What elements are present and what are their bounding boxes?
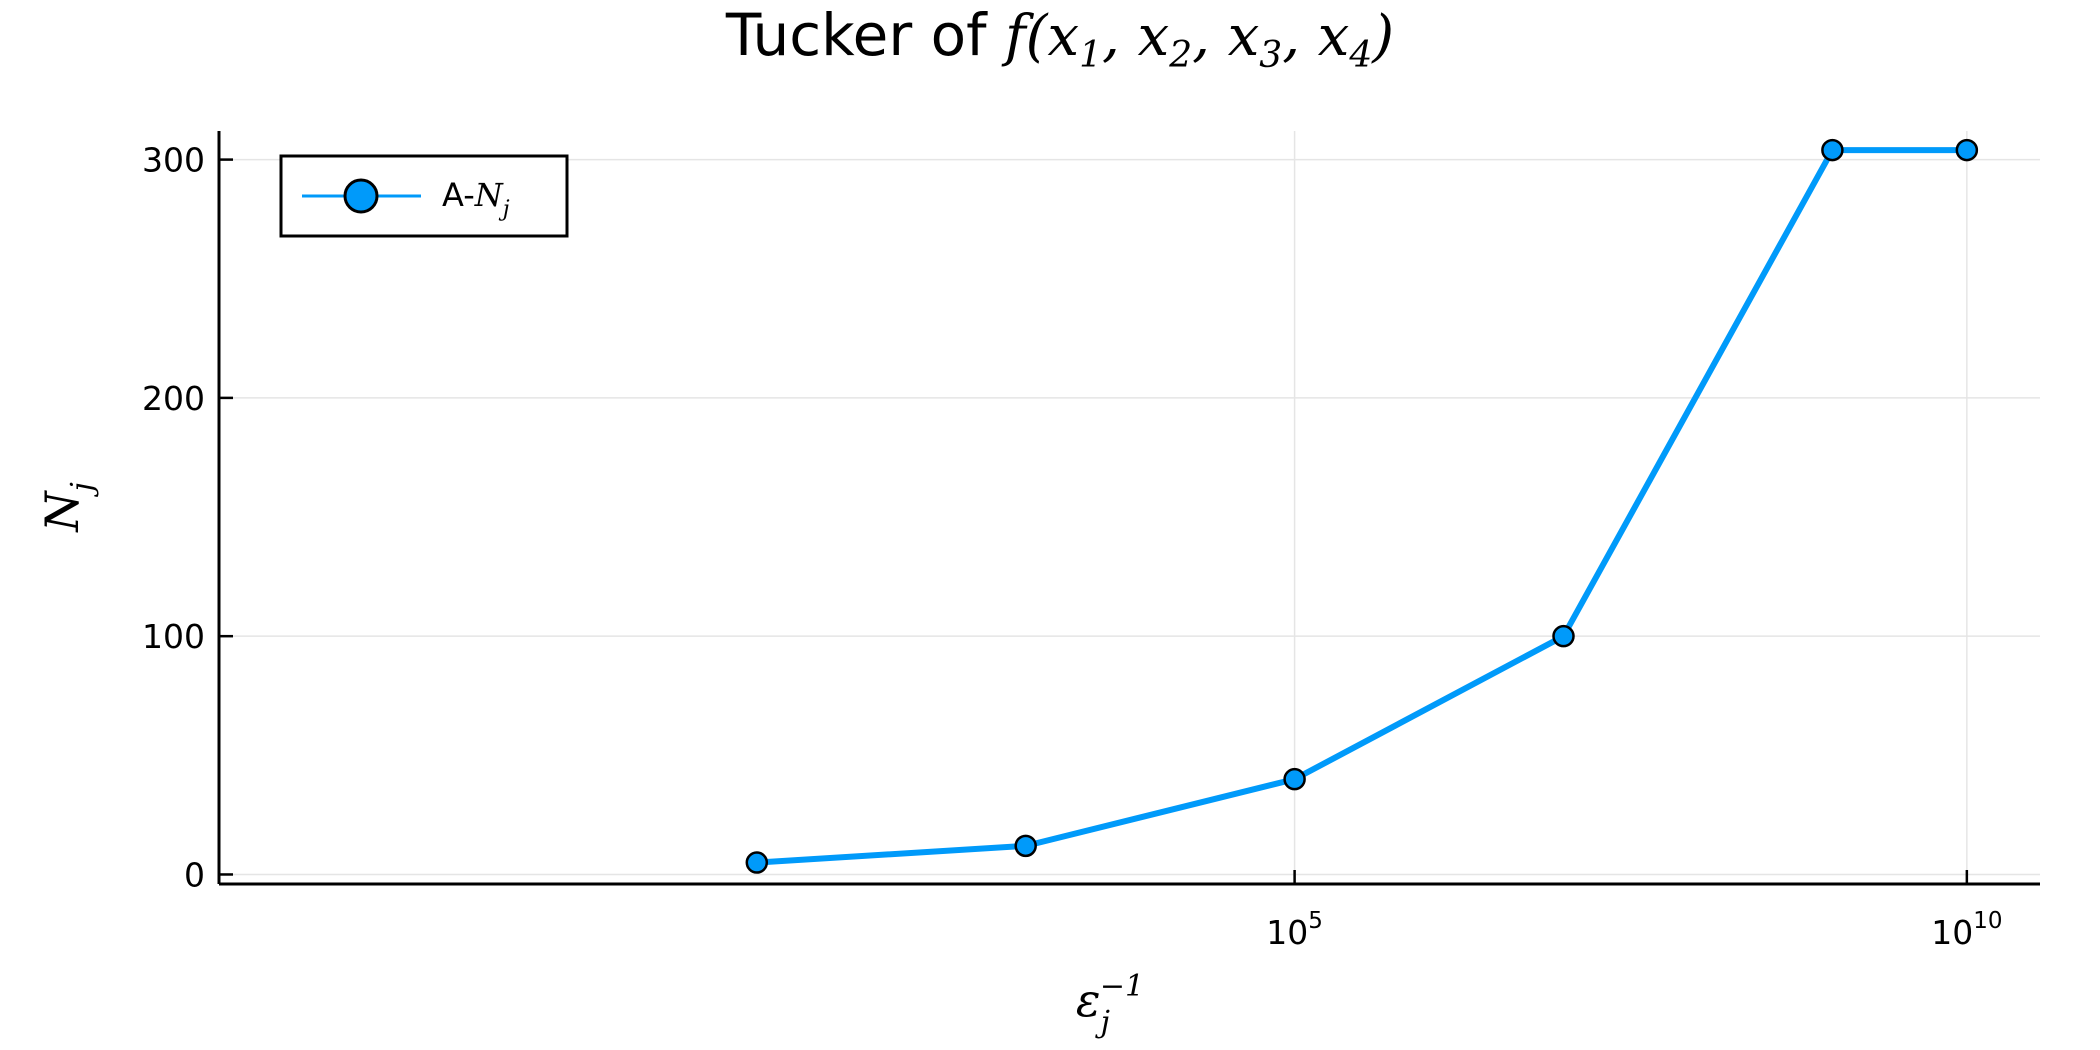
data-point [1014,834,1037,858]
legend-label-math: N [474,176,504,214]
legend-label: A-Nj [442,176,510,222]
x-axis-label-base: ε [1076,973,1101,1027]
y-tick-label: 200 [142,379,205,418]
chart-title-text: Tucker of [725,1,1005,69]
data-point [1552,624,1575,648]
x-axis-label: εj−1 [1076,969,1144,1040]
grid [219,131,2040,884]
series [745,138,1979,874]
chart-title: Tucker of f(x1, x2, x3, x4) [725,1,1394,76]
x-tick-label: 105 [1266,908,1323,952]
axes [217,131,2040,886]
data-point [1955,138,1979,162]
x-tick-label: 1010 [1931,908,2002,952]
y-axis-label: Nj [35,482,100,533]
y-tick-label: 100 [142,617,205,656]
y-axis-label-base: N [35,490,89,533]
x-axis-label-sup: −1 [1100,969,1144,1004]
legend: A-Nj [279,154,569,238]
legend-marker [343,178,379,214]
data-point [745,851,769,874]
data-point [1821,138,1844,162]
data-point [1283,767,1306,791]
y-tick-label: 0 [184,855,205,894]
series-line [756,147,1967,866]
y-tick-label: 300 [142,141,205,180]
chart-title-math: f(x1, x2, x3, x4) [1001,4,1394,76]
legend-label-prefix: A- [442,176,475,214]
ticks: 0 100 200 300 105 1010 [142,141,2002,952]
